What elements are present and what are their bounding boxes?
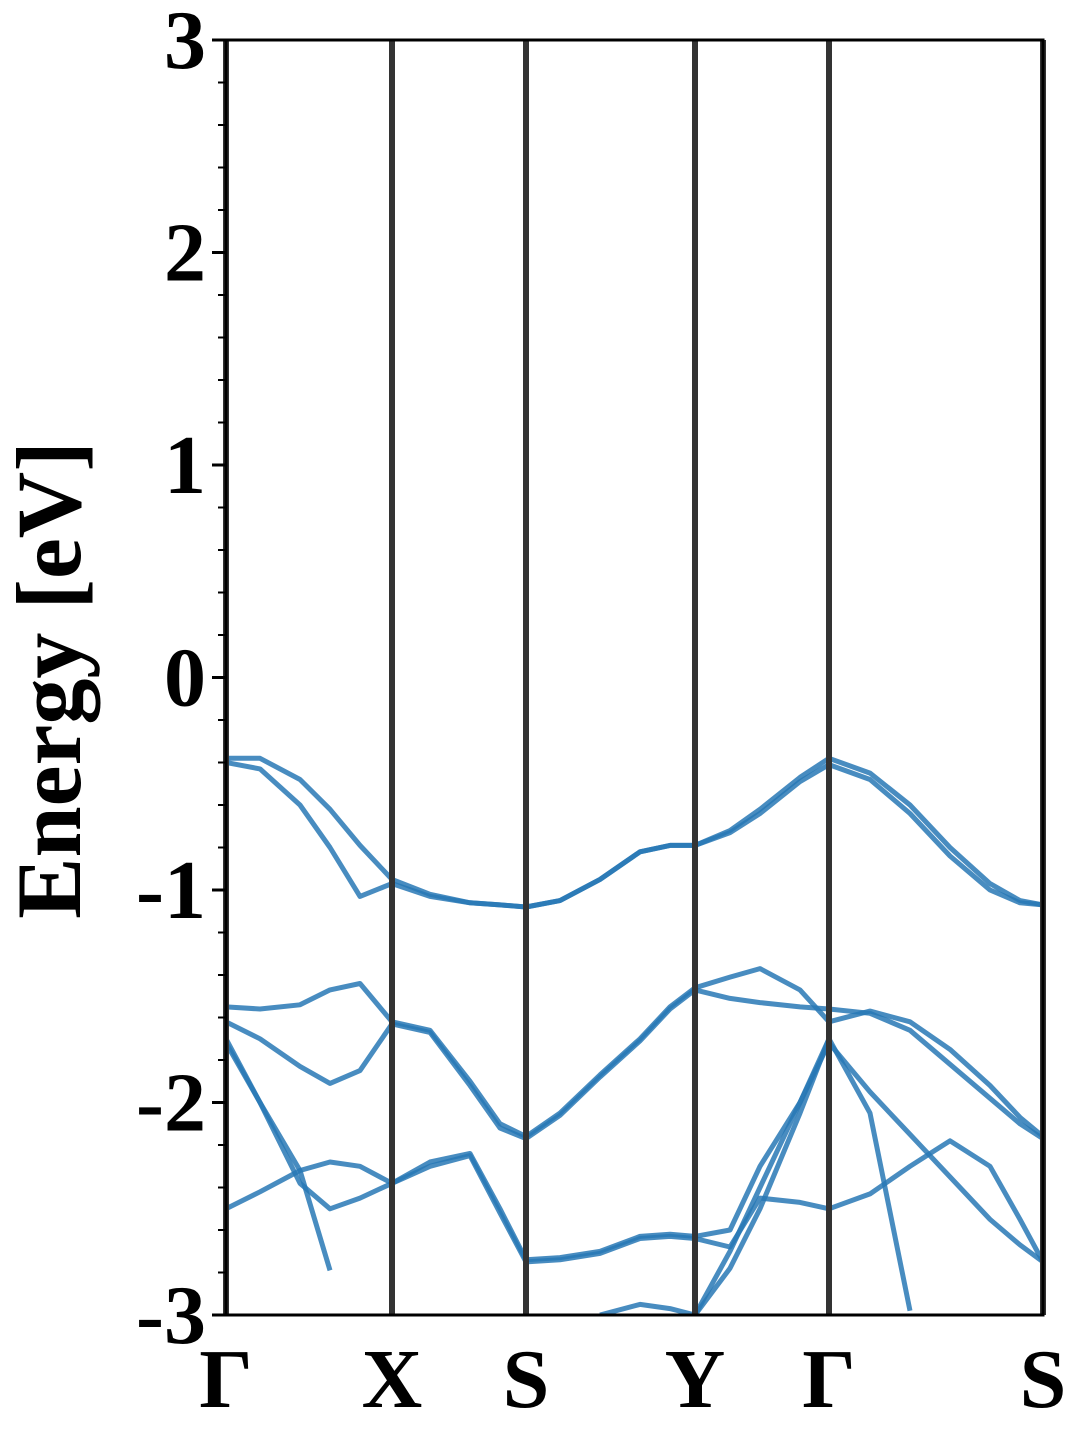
- y-tick-label: 0: [164, 632, 206, 725]
- y-tick-label: -1: [136, 844, 206, 937]
- x-tick-label: X: [362, 1333, 423, 1426]
- band-line: [599, 1301, 696, 1315]
- x-tick-label: Y: [665, 1333, 726, 1426]
- y-tick-label: -3: [136, 1269, 206, 1362]
- band-line: [226, 760, 1043, 910]
- x-tick-label: Γ: [199, 1333, 252, 1426]
- band-line: [226, 987, 1043, 1142]
- x-tick-label: S: [1020, 1333, 1067, 1426]
- y-tick-label: 2: [164, 207, 206, 300]
- plot-frame: [224, 38, 1045, 1317]
- x-tick-label: S: [503, 1333, 550, 1426]
- band-line: [226, 1138, 1043, 1265]
- y-axis-label: Energy [eV]: [0, 441, 100, 919]
- band-line: [226, 966, 1043, 1139]
- y-tick-label: 3: [164, 0, 206, 87]
- band-line: [226, 755, 1043, 910]
- y-tick-label: 1: [164, 419, 206, 512]
- y-tick-label: -2: [136, 1057, 206, 1150]
- x-tick-label: Γ: [802, 1333, 855, 1426]
- band-line: [692, 1037, 832, 1315]
